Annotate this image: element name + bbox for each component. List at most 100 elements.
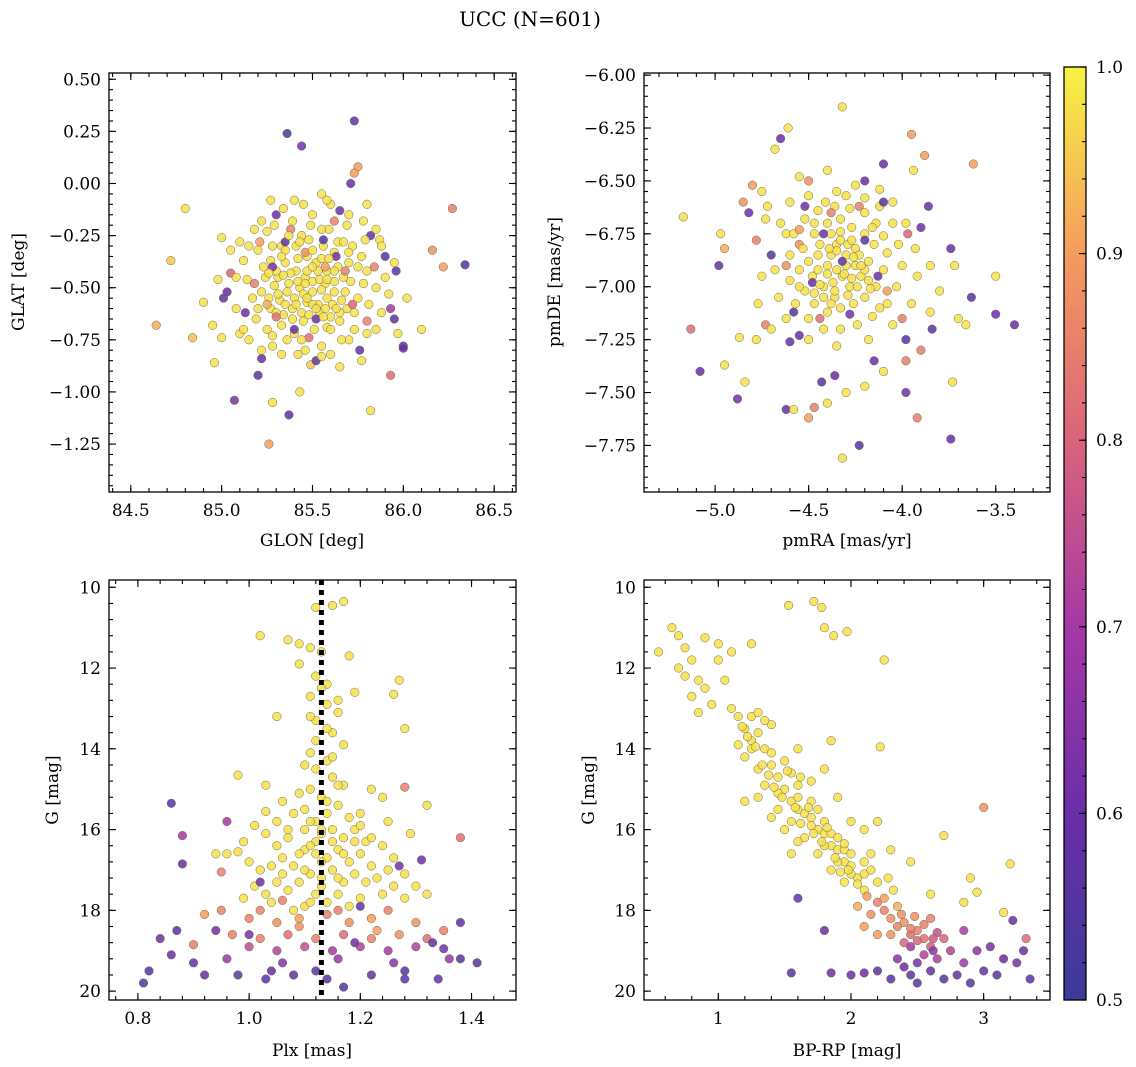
data-point [366, 934, 376, 944]
data-point [753, 299, 763, 309]
data-point [305, 643, 315, 653]
y-tick-label: −7.25 [584, 331, 636, 351]
data-point [991, 271, 1001, 281]
data-point [882, 286, 892, 296]
data-point [1021, 934, 1031, 944]
data-point [809, 299, 819, 309]
data-point [342, 220, 352, 230]
data-point [344, 258, 354, 268]
data-point [916, 222, 926, 233]
data-point [344, 247, 354, 257]
data-point [965, 978, 975, 988]
data-point [879, 905, 889, 915]
data-point [267, 397, 278, 407]
data-point [235, 237, 245, 247]
data-point [835, 227, 846, 237]
data-point [901, 356, 911, 366]
axes-frame [643, 579, 1051, 1001]
data-point [304, 310, 314, 320]
data-point [848, 252, 859, 262]
y-axis-label: G [mag] [43, 755, 63, 824]
data-point [239, 893, 249, 903]
data-point [979, 802, 989, 812]
data-point [693, 707, 703, 718]
data-point [455, 833, 465, 843]
x-tick-label: 3 [978, 1009, 989, 1029]
data-point [242, 274, 252, 284]
data-point [322, 796, 332, 806]
data-point [906, 923, 916, 934]
data-point [340, 266, 350, 276]
data-point [272, 816, 282, 827]
data-point [766, 748, 776, 758]
axes-frame [643, 72, 1051, 493]
data-point [346, 276, 356, 287]
data-point [327, 600, 338, 610]
data-point [383, 816, 393, 827]
data-point [226, 245, 236, 255]
data-point [317, 285, 327, 295]
data-point [339, 849, 349, 859]
data-point [760, 780, 770, 790]
data-point [277, 349, 287, 359]
data-point [251, 314, 261, 324]
data-point [835, 867, 845, 877]
data-point [999, 954, 1009, 964]
data-point [217, 233, 227, 243]
data-point [339, 930, 349, 940]
data-point [906, 299, 917, 309]
data-point [371, 324, 381, 334]
data-point [294, 639, 304, 649]
data-point [912, 936, 922, 946]
data-point [926, 913, 936, 923]
data-point [733, 711, 743, 722]
data-point [405, 829, 415, 839]
data-point [177, 831, 187, 841]
data-point [244, 857, 254, 867]
data-point [262, 226, 272, 236]
data-point [854, 201, 864, 211]
data-point [776, 218, 786, 228]
data-point [833, 833, 843, 843]
data-point [340, 287, 350, 297]
data-point [793, 837, 803, 847]
panel-pmra-pmde: −5.0 −4.5 −4.0 −3.5 −7.75 −7.50 −7.25 −7.00 −6.7… [545, 66, 1051, 551]
data-point [872, 816, 883, 827]
data-point [327, 752, 338, 762]
data-point [804, 413, 814, 423]
data-point [177, 859, 187, 869]
data-point [322, 274, 332, 284]
data-point [400, 966, 410, 976]
data-point [262, 299, 272, 309]
data-point [667, 623, 677, 633]
data-point [860, 381, 870, 391]
colorbar-tick-label: 1.0 [1096, 58, 1123, 78]
data-point [770, 144, 780, 154]
data-point [277, 895, 288, 905]
data-point [320, 262, 330, 272]
data-point [859, 825, 869, 835]
data-point [297, 335, 307, 345]
data-point [350, 869, 360, 879]
data-point [428, 938, 438, 948]
data-point [253, 370, 263, 380]
y-tick-label: −6.00 [584, 66, 636, 86]
data-point [264, 268, 274, 278]
data-point [799, 833, 810, 843]
data-point [257, 354, 267, 364]
data-point [383, 905, 393, 915]
data-point [912, 271, 922, 281]
data-point [920, 150, 930, 161]
data-point [680, 643, 690, 653]
data-point [326, 349, 336, 359]
data-point [273, 289, 283, 299]
data-point [879, 655, 889, 665]
y-tick-label: 0.50 [63, 70, 101, 90]
data-point [785, 337, 795, 347]
x-tick-label: 86.5 [475, 501, 513, 521]
y-tick-label: 10 [79, 578, 101, 598]
data-point [822, 307, 832, 317]
data-point [239, 837, 249, 847]
axis-ticks: 84.5 85.0 85.5 86.0 86.5 −1.25 −1.00 −0.75 −0.50… [49, 70, 516, 521]
